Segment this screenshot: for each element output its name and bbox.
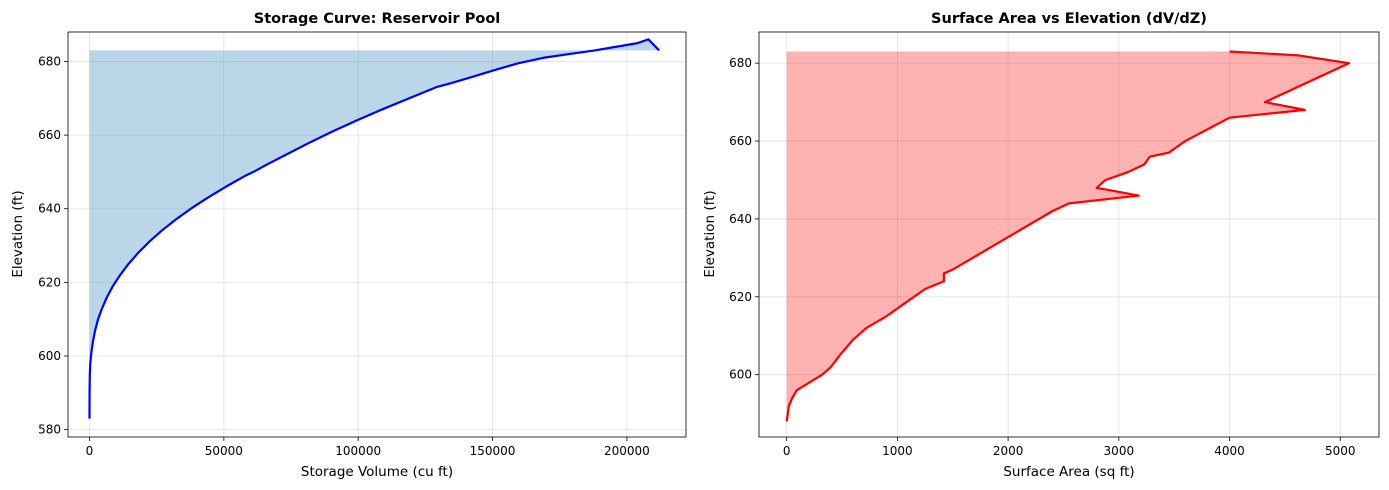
storage-y-tick-label: 580 <box>38 423 61 437</box>
storage-y-tick-label: 600 <box>38 349 61 363</box>
surface-chart-title: Surface Area vs Elevation (dV/dZ) <box>931 11 1207 27</box>
surface-y-axis-label: Elevation (ft) <box>702 190 718 277</box>
storage-x-tick-label: 100000 <box>335 444 381 458</box>
storage-curve-line <box>88 38 660 419</box>
storage-y-axis-label: Elevation (ft) <box>10 190 26 277</box>
surface-y-tick-label: 680 <box>729 56 752 70</box>
surface-y-tick-label: 600 <box>729 368 752 382</box>
storage-x-tick-label: 0 <box>86 444 94 458</box>
storage-x-axis-label: Storage Volume (cu ft) <box>301 464 453 480</box>
storage-gridlines <box>68 32 686 437</box>
storage-y-tick-label: 620 <box>38 275 61 289</box>
surface-gridlines <box>759 32 1379 437</box>
surface-y-tick-label: 660 <box>729 134 752 148</box>
surface-plot-frame <box>758 31 1380 438</box>
surface-area-chart: 0 1000 2000 3000 4000 5000 600 620 640 660 680 Sur… <box>702 11 1380 480</box>
surface-x-tick-label: 2000 <box>993 444 1024 458</box>
storage-y-tick-label: 660 <box>38 128 61 142</box>
surface-fill-area <box>786 51 1350 422</box>
surface-ticks: 0 1000 2000 3000 4000 5000 600 620 640 660 680 <box>729 56 1355 458</box>
storage-fill-area <box>89 39 660 419</box>
surface-y-tick-label: 640 <box>729 212 752 226</box>
storage-plot-background <box>68 32 686 437</box>
storage-ticks: 0 50000 100000 150000 200000 580 600 620 640 660 6… <box>38 54 650 458</box>
storage-y-tick-label: 640 <box>38 202 61 216</box>
surface-x-axis-label: Surface Area (sq ft) <box>1003 464 1134 480</box>
surface-x-tick-label: 4000 <box>1214 444 1245 458</box>
storage-x-tick-label: 150000 <box>470 444 516 458</box>
storage-plot-frame <box>67 31 687 438</box>
storage-chart: 0 50000 100000 150000 200000 580 600 620 640 660 6… <box>10 11 687 480</box>
storage-chart-title: Storage Curve: Reservoir Pool <box>254 11 501 27</box>
surface-x-tick-label: 0 <box>783 444 791 458</box>
surface-plot-background <box>759 32 1379 437</box>
surface-curve-line <box>785 50 1351 422</box>
surface-x-tick-label: 3000 <box>1104 444 1135 458</box>
storage-y-tick-label: 680 <box>38 54 61 68</box>
storage-x-tick-label: 200000 <box>604 444 650 458</box>
surface-x-tick-label: 5000 <box>1325 444 1356 458</box>
surface-x-tick-label: 1000 <box>882 444 913 458</box>
storage-x-tick-label: 50000 <box>205 444 243 458</box>
surface-y-tick-label: 620 <box>729 290 752 304</box>
